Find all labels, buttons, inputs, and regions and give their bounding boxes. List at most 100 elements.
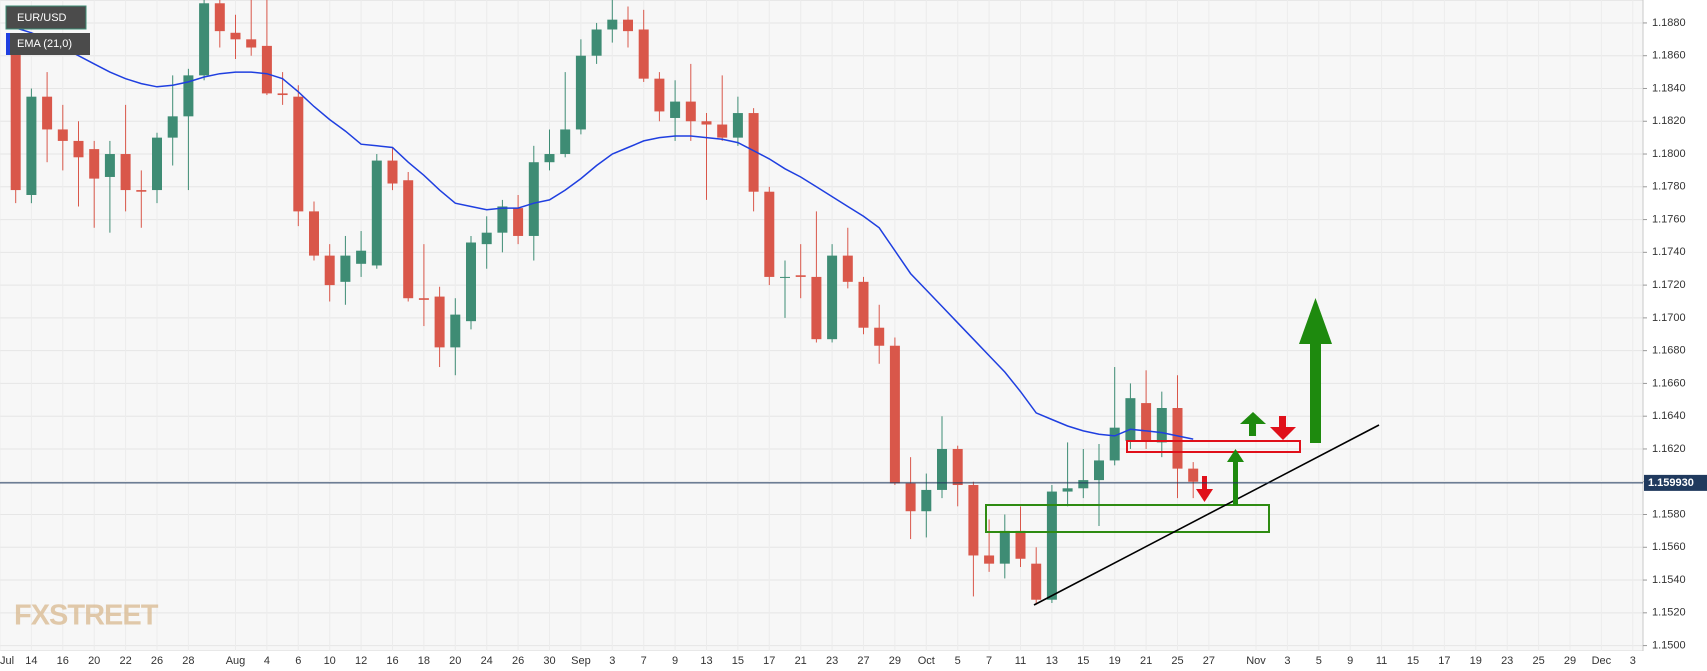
x-tick-label: 20 (88, 655, 100, 667)
candle-body (57, 129, 68, 141)
series-layer (10, 0, 1199, 605)
x-tick-label: 9 (672, 655, 678, 667)
candle-body (701, 121, 712, 125)
candle-body (497, 206, 508, 233)
y-tick-label: 1.1820 (1652, 115, 1686, 127)
x-tick-label: 7 (641, 655, 647, 667)
x-tick-label: 26 (151, 655, 163, 667)
x-tick-label: 21 (795, 655, 807, 667)
x-tick-label: Aug (226, 655, 246, 667)
y-tick-label: 1.1800 (1652, 148, 1686, 160)
x-tick-label: 12 (355, 655, 367, 667)
x-tick-label: 29 (889, 655, 901, 667)
arrow-up (1240, 412, 1266, 436)
x-tick-label: 16 (386, 655, 398, 667)
x-tick-label: 23 (826, 655, 838, 667)
y-tick-label: 1.1780 (1652, 181, 1686, 193)
candle-body (1094, 460, 1104, 481)
legend-swatch (6, 33, 10, 55)
y-tick-label: 1.1700 (1652, 312, 1686, 324)
y-tick-label: 1.1500 (1652, 639, 1686, 651)
candle-body (528, 162, 539, 236)
candle-body (952, 448, 963, 486)
x-tick-label: 26 (512, 655, 524, 667)
x-tick-label: 11 (1015, 655, 1026, 667)
candle-body (152, 137, 162, 191)
x-tick-label: 5 (1316, 655, 1322, 667)
candle-body (89, 149, 100, 179)
candle-body (591, 29, 602, 56)
candle-body (764, 191, 775, 277)
x-tick-label: 15 (732, 655, 744, 667)
x-tick-label: 28 (182, 655, 194, 667)
legend-box (6, 33, 90, 55)
candle-body (450, 314, 461, 348)
candle-body (434, 296, 445, 348)
x-tick-label: Jul (0, 655, 14, 667)
candle-body (104, 154, 115, 177)
right-axis (1643, 0, 1707, 671)
x-tick-label: 7 (986, 655, 992, 667)
candle-body (889, 345, 900, 484)
x-tick-label: 23 (1501, 655, 1513, 667)
candle-body (544, 154, 555, 163)
candle-body (1046, 491, 1057, 600)
x-tick-label: Dec (1592, 655, 1612, 667)
resistance-box (1126, 440, 1301, 453)
x-tick-label: 25 (1532, 655, 1544, 667)
candle-body (513, 208, 524, 236)
candle-body (214, 3, 225, 32)
candle-body (1109, 427, 1120, 461)
y-tick-label: 1.1660 (1652, 377, 1686, 389)
x-tick-label: 9 (1347, 655, 1353, 667)
y-tick-label: 1.1560 (1652, 541, 1686, 553)
candle-body (780, 276, 790, 278)
candle-body (905, 483, 916, 512)
legend: EUR/USD EMA (21,0) (5, 5, 90, 55)
grid (0, 0, 1643, 651)
candle-body (277, 93, 288, 96)
axes: 1.15001.15201.15401.15601.15801.16001.16… (0, 17, 1707, 667)
trend-line (1033, 424, 1380, 606)
candle-body (26, 96, 37, 195)
x-tick-label: 3 (609, 655, 615, 667)
candle-body (10, 52, 21, 191)
candle-body (560, 129, 571, 155)
candle-body (827, 255, 838, 340)
x-tick-label: 15 (1407, 655, 1419, 667)
candle-body (638, 29, 649, 79)
candle-body (136, 190, 147, 192)
x-tick-label: 20 (449, 655, 461, 667)
candle-body (732, 113, 743, 138)
legend-box (5, 5, 87, 30)
x-tick-label: Nov (1246, 655, 1266, 667)
candle-body (371, 160, 382, 266)
x-tick-label: 24 (481, 655, 493, 667)
candle-body (575, 55, 586, 130)
candle-body (1125, 398, 1136, 441)
watermark: FXSTREET (14, 600, 159, 632)
candle-body (795, 275, 806, 277)
candle-body (811, 276, 822, 340)
x-tick-label: 10 (324, 655, 336, 667)
x-tick-label: 25 (1171, 655, 1183, 667)
arrow-down (1196, 476, 1213, 502)
candle-body (309, 211, 319, 256)
arrow-down (1270, 416, 1296, 440)
candle-body (1015, 530, 1026, 559)
y-tick-label: 1.1580 (1652, 508, 1686, 520)
x-tick-label: 5 (955, 655, 961, 667)
x-tick-label: 29 (1564, 655, 1576, 667)
x-tick-label: 13 (700, 655, 712, 667)
candle-body (1062, 488, 1073, 492)
x-tick-label: 18 (418, 655, 430, 667)
candle-body (356, 250, 367, 264)
x-tick-label: 15 (1077, 655, 1089, 667)
candle-body (654, 78, 665, 112)
x-tick-label: 14 (25, 655, 37, 667)
candle-body (623, 19, 633, 32)
x-tick-label: 30 (543, 655, 555, 667)
x-tick-label: Oct (918, 655, 935, 667)
y-tick-label: 1.1520 (1652, 607, 1686, 619)
